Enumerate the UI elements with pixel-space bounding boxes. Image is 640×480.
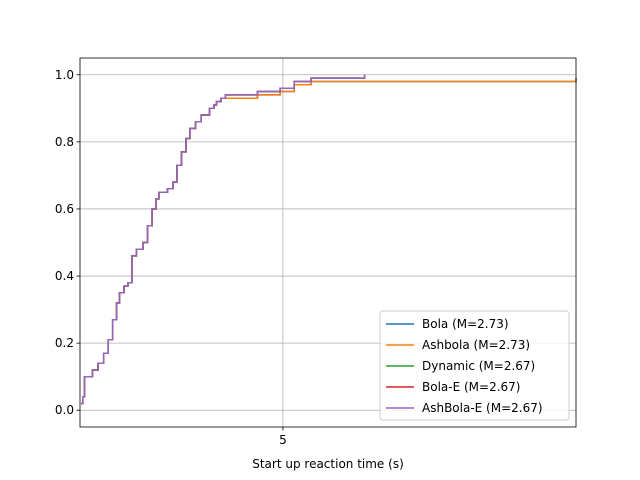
y-tick-label: 0.6: [55, 202, 74, 216]
y-tick-label: 0.2: [55, 336, 74, 350]
x-axis-label: Start up reaction time (s): [252, 457, 404, 471]
y-tick-label: 0.0: [55, 403, 74, 417]
y-tick-label: 1.0: [55, 68, 74, 82]
legend-label-4: AshBola-E (M=2.67): [422, 401, 543, 415]
y-tick-label: 0.8: [55, 135, 74, 149]
legend: Bola (M=2.73) Ashbola (M=2.73) Dynamic (M=…: [379, 310, 570, 421]
legend-label-3: Bola-E (M=2.67): [422, 380, 520, 394]
ticks: 0.0 0.2 0.4 0.6 0.8 1.0 5: [55, 68, 287, 447]
legend-frame: [379, 310, 570, 421]
x-tick-label: 5: [279, 433, 287, 447]
series-line-4: [81, 74, 366, 405]
y-tick-label: 0.4: [55, 269, 74, 283]
legend-label-2: Dynamic (M=2.67): [422, 359, 535, 373]
legend-label-0: Bola (M=2.73): [422, 317, 509, 331]
grid: [80, 58, 576, 427]
legend-label-1: Ashbola (M=2.73): [422, 338, 530, 352]
axes-frame: [79, 57, 577, 428]
series-layer: [81, 74, 577, 405]
